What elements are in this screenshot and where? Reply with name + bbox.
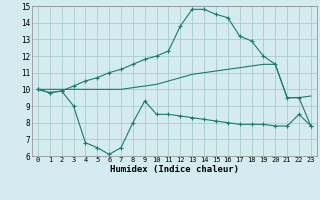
X-axis label: Humidex (Indice chaleur): Humidex (Indice chaleur) [110, 165, 239, 174]
